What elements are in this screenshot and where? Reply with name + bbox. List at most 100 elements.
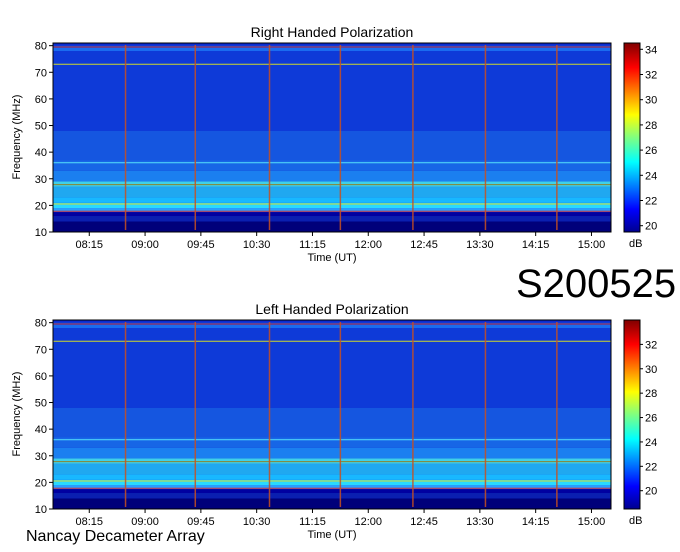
x-tick-label: 12:45 (410, 516, 438, 528)
rh-polarization-panel: Right Handed Polarization 10 20 30 40 50 60 70… (11, 24, 657, 264)
spectrum-band (53, 447, 611, 459)
x-tick-label: 10:30 (243, 516, 271, 528)
x-tick-label: 11:15 (299, 516, 326, 528)
colorbar-tick-label: 22 (645, 461, 657, 473)
x-tick-label: 15:00 (578, 516, 606, 528)
x-tick-label: 08:15 (76, 516, 104, 528)
spectrum-band (53, 186, 611, 198)
y-tick-label: 60 (35, 371, 47, 383)
y-tick-label: 50 (35, 398, 47, 410)
spectrum-band (53, 45, 611, 51)
spectrum-band (53, 181, 611, 187)
spectrum-band (53, 202, 611, 209)
spectrum-band (53, 437, 611, 448)
y-tick-label: 50 (35, 121, 47, 133)
spectrum-band (53, 160, 611, 171)
spectrum-band (53, 212, 611, 217)
y-tick-label: 40 (35, 424, 47, 436)
spectrum-band (53, 463, 611, 475)
lh-plot-frame (52, 319, 612, 510)
spectrum-band (53, 130, 611, 161)
colorbar-tick-label: 24 (645, 170, 657, 182)
colorbar-tick-label: 28 (645, 388, 657, 400)
lh-colorbar-label: dB (629, 515, 642, 527)
x-tick-label: 09:45 (187, 239, 215, 251)
x-tick-label: 15:00 (578, 239, 606, 251)
spectrum-band (53, 221, 611, 232)
y-tick-label: 70 (35, 344, 47, 356)
lh-x-ticks: 08:15 09:00 09:45 10:30 11:15 12:00 12:45 13:30… (76, 509, 606, 528)
y-tick-label: 60 (35, 94, 47, 106)
rh-colorbar (623, 42, 641, 233)
x-tick-label: 14:15 (522, 239, 550, 251)
y-tick-label: 30 (35, 451, 47, 463)
spectrum-band (53, 170, 611, 182)
spectrum-band (53, 208, 611, 213)
rh-x-ticks: 08:15 09:00 09:45 10:30 11:15 12:00 12:45 13:30… (76, 232, 606, 251)
x-tick-label: 11:15 (299, 239, 326, 251)
spectrum-band (53, 327, 611, 408)
colorbar-tick-label: 28 (645, 120, 657, 132)
rh-colorbar-ticks: 20 22 24 26 28 30 32 34 (640, 44, 657, 233)
x-tick-label: 09:00 (131, 516, 159, 528)
spectrum-band (53, 43, 611, 46)
colorbar-tick-label: 30 (645, 364, 657, 376)
rh-x-axis-label: Time (UT) (307, 252, 356, 264)
x-tick-label: 10:30 (243, 239, 271, 251)
y-tick-label: 10 (35, 504, 47, 516)
spectrum-band (53, 498, 611, 509)
colorbar-tick-label: 30 (645, 95, 657, 107)
spectrum-band (53, 216, 611, 222)
rh-panel-title: Right Handed Polarization (251, 24, 414, 40)
x-tick-label: 14:15 (522, 516, 550, 528)
colorbar-tick-label: 20 (645, 486, 657, 498)
spectrum-band (53, 320, 611, 323)
rh-y-axis-label: Frequency (MHz) (11, 95, 23, 180)
spectrum-band (53, 485, 611, 490)
rh-spectrogram-bands (53, 43, 611, 232)
rh-plot-frame (52, 42, 612, 233)
lh-colorbar-ticks: 20 22 24 26 28 30 32 (640, 339, 657, 498)
spectrum-band (53, 197, 611, 203)
x-tick-label: 12:00 (355, 516, 383, 528)
rh-interference-lines (124, 45, 558, 230)
lh-x-axis-label: Time (UT) (307, 529, 356, 541)
rh-y-ticks: 10 20 30 40 50 60 70 80 (35, 41, 53, 239)
x-tick-label: 13:30 (466, 239, 494, 251)
x-tick-label: 09:45 (187, 516, 215, 528)
spectrum-band (53, 407, 611, 438)
lh-polarization-panel: Left Handed Polarization 10 20 30 40 50 60 70 8… (11, 301, 657, 541)
x-tick-label: 12:00 (355, 239, 383, 251)
spectrum-band (53, 489, 611, 494)
y-tick-label: 20 (35, 200, 47, 212)
y-tick-label: 80 (35, 318, 47, 330)
y-tick-label: 40 (35, 147, 47, 159)
instrument-name: Nancay Decameter Array (26, 528, 205, 545)
lh-spectrogram-bands (53, 320, 611, 509)
colorbar-tick-label: 32 (645, 70, 657, 82)
colorbar-tick-label: 26 (645, 413, 657, 425)
colorbar-tick-label: 22 (645, 196, 657, 208)
y-tick-label: 30 (35, 174, 47, 186)
y-tick-label: 70 (35, 67, 47, 79)
colorbar-tick-label: 24 (645, 437, 657, 449)
x-tick-label: 13:30 (466, 516, 494, 528)
lh-y-axis-label: Frequency (MHz) (11, 372, 23, 457)
colorbar-tick-label: 32 (645, 339, 657, 351)
lh-interference-lines (124, 322, 558, 507)
rh-colorbar-label: dB (629, 238, 642, 250)
y-tick-label: 20 (35, 477, 47, 489)
y-tick-label: 10 (35, 227, 47, 239)
lh-panel-title: Left Handed Polarization (255, 301, 408, 317)
x-tick-label: 12:45 (410, 239, 438, 251)
y-tick-label: 80 (35, 41, 47, 53)
observation-code: S200525 (516, 262, 677, 306)
spectrum-band (53, 493, 611, 499)
colorbar-tick-label: 26 (645, 145, 657, 157)
colorbar-tick-label: 20 (645, 221, 657, 233)
spectrum-band (53, 50, 611, 131)
colorbar-tick-label: 34 (645, 44, 657, 56)
spectrum-band (53, 474, 611, 480)
lh-colorbar (623, 319, 641, 510)
